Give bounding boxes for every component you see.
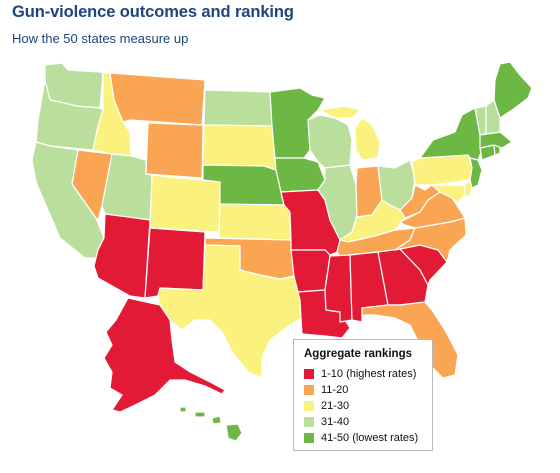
legend-title: Aggregate rankings (304, 348, 412, 360)
state-nd[interactable] (203, 89, 273, 127)
legend-item-5: 41-50 (lowest rates) (304, 430, 422, 446)
state-ny[interactable] (419, 107, 483, 161)
state-nj[interactable] (469, 157, 483, 189)
legend-label-3: 21-30 (321, 400, 350, 412)
state-fl[interactable] (361, 301, 459, 379)
legend-item-2: 11-20 (304, 382, 422, 398)
map-title: Gun-violence outcomes and ranking (12, 3, 294, 21)
legend-label-4: 31-40 (321, 416, 350, 428)
state-me[interactable] (493, 61, 533, 119)
state-az[interactable] (93, 213, 151, 299)
legend-swatch-2 (304, 385, 314, 395)
map-subtitle: How the 50 states measure up (12, 31, 189, 46)
legend-swatch-1 (304, 369, 314, 379)
state-hi[interactable] (179, 406, 243, 442)
state-md[interactable] (431, 184, 466, 203)
legend-label-1: 1-10 (highest rates) (321, 368, 417, 380)
state-ar[interactable] (290, 249, 331, 293)
state-wv[interactable] (399, 184, 441, 219)
state-ia[interactable] (274, 157, 326, 193)
state-nc[interactable] (394, 217, 467, 263)
state-co[interactable] (149, 174, 221, 233)
legend-item-3: 21-30 (304, 398, 422, 414)
legend-swatch-3 (304, 401, 314, 411)
legend-swatch-5 (304, 433, 314, 443)
state-tx[interactable] (157, 244, 303, 379)
state-wi[interactable] (307, 114, 353, 169)
state-ma[interactable] (479, 131, 513, 149)
legend-item-4: 31-40 (304, 414, 422, 430)
state-nm[interactable] (144, 227, 206, 299)
map-legend: Aggregate rankings 1-10 (highest rates) … (293, 339, 433, 451)
legend-label-2: 11-20 (321, 384, 349, 396)
state-mn[interactable] (269, 87, 326, 159)
state-mi[interactable] (319, 105, 381, 161)
state-ks[interactable] (218, 203, 292, 241)
state-ak[interactable] (103, 297, 226, 413)
legend-item-1: 1-10 (highest rates) (304, 366, 422, 382)
state-sd[interactable] (202, 124, 277, 171)
state-pa[interactable] (411, 154, 473, 186)
legend-swatch-4 (304, 417, 314, 427)
legend-label-5: 41-50 (lowest rates) (321, 432, 419, 444)
state-wy[interactable] (145, 122, 204, 179)
state-ut[interactable] (101, 153, 153, 221)
state-mt[interactable] (109, 72, 206, 126)
